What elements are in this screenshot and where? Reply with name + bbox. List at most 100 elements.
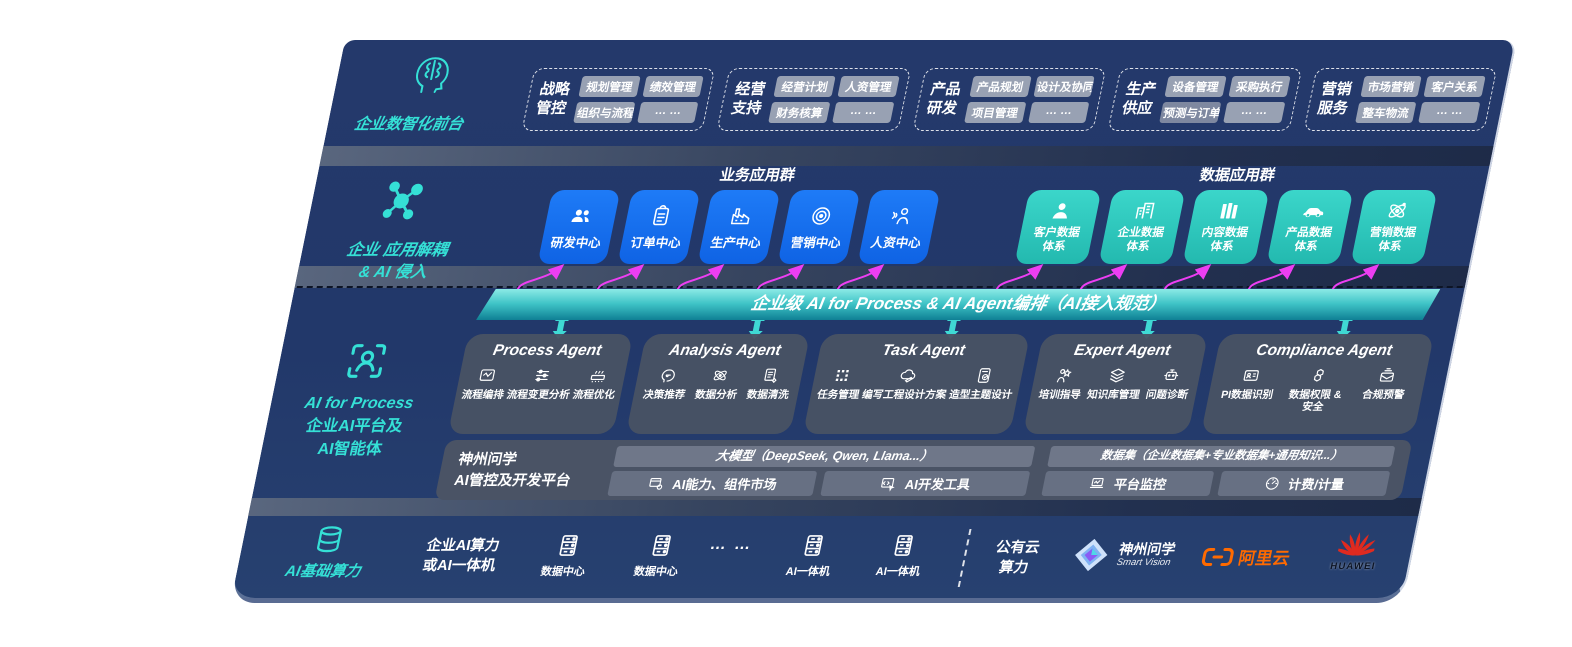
capability-pill: … … bbox=[1223, 102, 1286, 123]
front-office-label: 企业数智化前台 bbox=[352, 116, 465, 133]
app-box-production-center: 生产中心 bbox=[697, 190, 781, 264]
component-market-icon bbox=[649, 477, 663, 490]
dev-platform-panel: 神州问学 AI管控及开发平台 大模型（DeepSeek, Qwen, Llama… bbox=[434, 440, 1413, 500]
public-cloud-label: 公有云 算力 bbox=[994, 540, 1042, 577]
group-title: 生产供应 bbox=[1120, 80, 1158, 117]
datacenter-node: 数据中心 bbox=[624, 532, 694, 579]
capability: 流程编排 bbox=[461, 366, 510, 401]
agent-card-compliance: Compliance Agent PI数据识别 数据权限 & 安全 合规预警 bbox=[1200, 334, 1435, 434]
team-icon bbox=[571, 209, 589, 222]
capability: 流程优化 bbox=[572, 366, 621, 401]
task-grid-icon bbox=[835, 369, 849, 382]
szwx-vendor-logo: 神州问学 Smart Vision bbox=[1068, 536, 1178, 574]
cloud-design-icon bbox=[900, 369, 916, 383]
layer-edge-1 bbox=[319, 146, 1494, 166]
dev-tools-icon bbox=[881, 477, 896, 492]
ai-bus-ribbon: 企业级 AI for Process & AI Agent编排（AI接入规范） bbox=[476, 289, 1440, 320]
app-box-marketing-center: 营销中心 bbox=[777, 190, 861, 264]
data-system-row: 客户数据体系 企业数据体系 内容数据体系 产品数据体系 营销数据体系 bbox=[1014, 190, 1438, 264]
capability: 决策推荐 bbox=[642, 366, 691, 401]
permission-link-icon bbox=[1313, 368, 1324, 382]
marketing-atom-icon bbox=[1388, 203, 1406, 218]
capability-pill: 经营计划 bbox=[773, 76, 836, 97]
capability: 数据权限 & 安全 bbox=[1279, 366, 1354, 413]
capability: 问题诊断 bbox=[1145, 366, 1194, 401]
front-office-groups: 战略管控 规划管理 绩效管理 组织与流程 … … 经营支持 经营计划 人资管理 … bbox=[521, 68, 1498, 131]
data-box-enterprise: 企业数据体系 bbox=[1098, 190, 1186, 264]
layer-edge-3 bbox=[248, 498, 1422, 516]
factory-icon bbox=[731, 207, 750, 224]
capability-pill: … … bbox=[636, 102, 699, 123]
cell-billing-metering: 计费/计量 bbox=[1217, 471, 1391, 496]
capability-pill: 人资管理 bbox=[837, 76, 900, 97]
agent-card-analysis: Analysis Agent 决策推荐 数据分析 数据清洗 bbox=[625, 334, 811, 434]
product-car-icon bbox=[1303, 208, 1324, 218]
capability: 造型主题设计 bbox=[948, 366, 1018, 401]
capability: 培训指导 bbox=[1038, 366, 1087, 401]
business-app-row: 研发中心 订单中心 生产中心 营销中心 人资中心 bbox=[537, 190, 941, 264]
datasets-header: 数据集（企业数据集+专业数据集+通用知识...） bbox=[1047, 446, 1396, 467]
server-icon bbox=[893, 535, 913, 556]
data-box-customer: 客户数据体系 bbox=[1014, 190, 1102, 264]
cell-platform-monitoring: 平台监控 bbox=[1041, 471, 1215, 496]
aliyun-vendor-logo: 阿里云 bbox=[1199, 544, 1292, 569]
models-group: 大模型（DeepSeek, Qwen, Llama...） AI能力、组件市场 … bbox=[607, 446, 1036, 496]
capability-pill: 绩效管理 bbox=[642, 76, 705, 97]
agent-card-process: Process Agent 流程编排 流程变更分析 流程优化 bbox=[447, 334, 634, 434]
capability: PI数据识别 bbox=[1213, 366, 1285, 401]
huawei-vendor-logo: HUAWEI bbox=[1319, 530, 1394, 572]
enterprise-compute-label: 企业AI算力 或AI一体机 bbox=[421, 538, 501, 575]
ellipsis-more-nodes: … … bbox=[708, 536, 755, 553]
group-operation-support: 经营支持 经营计划 人资管理 财务核算 … … bbox=[716, 68, 912, 131]
hr-person-icon bbox=[891, 207, 909, 224]
capability-pill: … … bbox=[1418, 102, 1481, 123]
diagnosis-robot-icon bbox=[1163, 369, 1178, 381]
capability-pill: 整车物流 bbox=[1354, 102, 1417, 123]
id-card-icon bbox=[1243, 370, 1259, 381]
production-line-icon bbox=[590, 370, 605, 383]
capability: 合规预警 bbox=[1349, 366, 1421, 401]
group-title: 经营支持 bbox=[729, 80, 768, 117]
ai-appliance-node: AI一体机 bbox=[866, 532, 936, 579]
server-icon bbox=[803, 535, 823, 556]
capability-pill: 采购执行 bbox=[1228, 76, 1291, 97]
data-clean-icon bbox=[764, 368, 778, 384]
capability-pill: 产品规划 bbox=[969, 76, 1032, 97]
capability-pill: 客户关系 bbox=[1423, 76, 1486, 97]
cell-ai-dev-tools: AI开发工具 bbox=[820, 471, 1031, 496]
cell-ai-capability-market: AI能力、组件市场 bbox=[607, 471, 818, 496]
molecule-icon bbox=[373, 178, 429, 228]
scan-person-icon bbox=[339, 338, 394, 384]
capability: 数据分析 bbox=[694, 366, 743, 401]
group-marketing-service: 营销服务 市场营销 客户关系 整车物流 … … bbox=[1303, 68, 1498, 131]
group-strategy-control: 战略管控 规划管理 绩效管理 组织与流程 … … bbox=[521, 68, 716, 131]
capability-pill: 项目管理 bbox=[963, 102, 1026, 123]
order-clipboard-icon bbox=[653, 204, 670, 225]
data-atom-icon bbox=[713, 370, 727, 381]
target-icon bbox=[812, 206, 831, 225]
datacenter-node: 数据中心 bbox=[531, 532, 601, 579]
training-icon bbox=[1056, 368, 1072, 383]
capability: 流程变更分析 bbox=[506, 366, 576, 401]
business-apps-header: 业务应用群 bbox=[718, 167, 797, 184]
group-title: 产品研发 bbox=[925, 80, 963, 117]
digital-brain-icon bbox=[408, 48, 462, 96]
capability-pill: … … bbox=[832, 102, 895, 123]
process-monitor-icon bbox=[479, 369, 495, 381]
aliyun-bracket-icon bbox=[1202, 547, 1234, 566]
models-header: 大模型（DeepSeek, Qwen, Llama...） bbox=[613, 446, 1036, 467]
server-icon bbox=[558, 535, 578, 556]
huawei-flower-icon bbox=[1336, 532, 1379, 556]
group-product-rd: 产品研发 产品规划 设计及协同 项目管理 … … bbox=[912, 68, 1107, 131]
datasets-group: 数据集（企业数据集+专业数据集+通用知识...） 平台监控 计费/计量 bbox=[1041, 446, 1396, 496]
capability: 任务管理 bbox=[816, 366, 865, 401]
capability: 数据清洗 bbox=[745, 366, 794, 401]
data-apps-header: 数据应用群 bbox=[1198, 167, 1277, 184]
data-box-content: 内容数据体系 bbox=[1182, 190, 1270, 264]
szwx-diamond-icon bbox=[1075, 538, 1108, 572]
app-box-order-center: 订单中心 bbox=[617, 190, 701, 264]
capability-pill: 市场营销 bbox=[1360, 76, 1423, 97]
group-production-supply: 生产供应 设备管理 采购执行 预测与订单 … … bbox=[1107, 68, 1302, 131]
capability-pill: 预测与订单 bbox=[1159, 102, 1222, 123]
